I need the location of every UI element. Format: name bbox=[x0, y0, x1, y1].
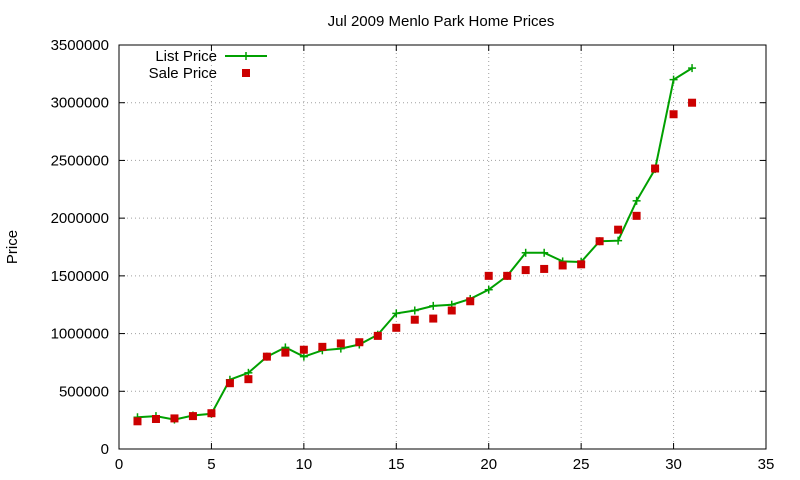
list-price-point bbox=[688, 64, 697, 73]
sale-price-point bbox=[558, 261, 567, 270]
y-tick-label: 2000000 bbox=[51, 210, 109, 227]
y-tick-label: 500000 bbox=[59, 383, 109, 400]
sale-price-point bbox=[484, 271, 493, 280]
sale-price-point bbox=[503, 271, 512, 280]
sale-price-point bbox=[262, 352, 271, 361]
plot-frame bbox=[118, 44, 767, 450]
y-tick-label: 3000000 bbox=[51, 95, 109, 112]
x-tick-label: 5 bbox=[207, 456, 215, 473]
sale-price-point bbox=[133, 417, 142, 426]
list-price-point bbox=[429, 301, 438, 310]
sale-price-point bbox=[336, 339, 345, 348]
legend-label: Sale Price bbox=[149, 65, 217, 82]
sale-price-point bbox=[540, 264, 549, 273]
list-price-point bbox=[410, 306, 419, 315]
y-tick-label: 2500000 bbox=[51, 152, 109, 169]
sale-price-point bbox=[188, 412, 197, 421]
y-tick-label: 1500000 bbox=[51, 268, 109, 285]
sale-price-point bbox=[373, 331, 382, 340]
sale-price-point bbox=[429, 314, 438, 323]
list-price-point bbox=[392, 309, 401, 318]
sale-price-point bbox=[447, 306, 456, 315]
x-tick-label: 0 bbox=[115, 456, 123, 473]
sale-price-point bbox=[299, 345, 308, 354]
sale-price-point bbox=[466, 297, 475, 306]
sale-price-point bbox=[355, 338, 364, 347]
sale-price-point bbox=[244, 375, 253, 384]
sale-price-point bbox=[669, 110, 678, 119]
axis-ticks: 0 5 10 15 20 25 30 35 0 500000 1000000 1500000 20000… bbox=[51, 37, 775, 473]
data-series bbox=[133, 64, 697, 426]
list-price-point bbox=[299, 352, 308, 361]
legend-entry: List Price bbox=[155, 48, 267, 65]
y-tick-label: 1000000 bbox=[51, 326, 109, 343]
list-price-line bbox=[137, 67, 693, 421]
sale-price-point bbox=[632, 211, 641, 220]
x-tick-label: 30 bbox=[665, 456, 682, 473]
list-price-point bbox=[484, 285, 493, 294]
legend-entry: Sale Price bbox=[149, 65, 250, 82]
grid-lines bbox=[119, 45, 766, 449]
sale-price-point bbox=[225, 379, 234, 388]
list-price-point bbox=[669, 75, 678, 84]
x-tick-label: 20 bbox=[480, 456, 497, 473]
list-price-point bbox=[614, 236, 623, 245]
sale-price-point bbox=[410, 315, 419, 324]
sale-price-point bbox=[688, 98, 697, 107]
x-tick-label: 15 bbox=[388, 456, 405, 473]
sale-price-point bbox=[577, 260, 586, 269]
sale-price-point bbox=[151, 414, 160, 423]
list-price-point bbox=[632, 196, 641, 205]
sale-price-point bbox=[318, 342, 327, 351]
y-axis-label: Price bbox=[4, 230, 21, 264]
sale-price-point bbox=[207, 409, 216, 418]
x-tick-label: 35 bbox=[758, 456, 775, 473]
legend-plus-swatch bbox=[242, 52, 250, 60]
sale-price-point bbox=[170, 414, 179, 423]
series-list-price bbox=[133, 64, 697, 424]
y-tick-label: 0 bbox=[101, 441, 109, 458]
sale-price-point bbox=[281, 348, 290, 357]
legend-square-swatch bbox=[242, 69, 250, 77]
x-tick-label: 25 bbox=[573, 456, 590, 473]
list-price-point bbox=[540, 248, 549, 257]
series-sale-price bbox=[133, 98, 697, 426]
chart-title: Jul 2009 Menlo Park Home Prices bbox=[328, 13, 555, 30]
x-tick-label: 10 bbox=[296, 456, 313, 473]
list-price-point bbox=[521, 248, 530, 257]
y-tick-label: 3500000 bbox=[51, 37, 109, 54]
sale-price-point bbox=[614, 225, 623, 234]
sale-price-point bbox=[392, 323, 401, 332]
legend-label: List Price bbox=[155, 48, 217, 65]
sale-price-point bbox=[521, 266, 530, 275]
sale-price-point bbox=[595, 237, 604, 246]
sale-price-point bbox=[651, 164, 660, 173]
